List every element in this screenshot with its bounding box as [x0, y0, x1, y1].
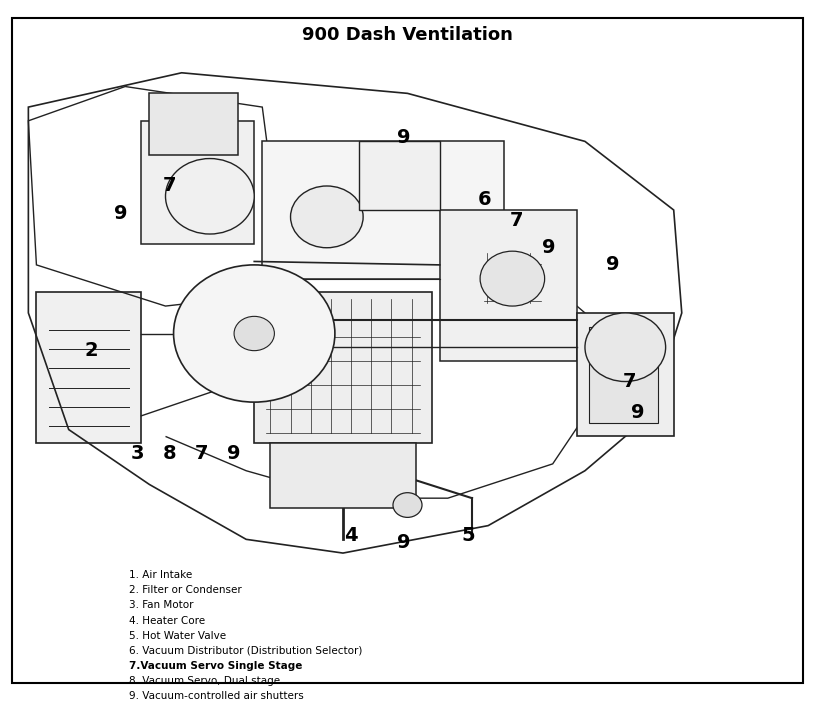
FancyBboxPatch shape [577, 313, 674, 436]
Text: 7: 7 [195, 444, 209, 463]
FancyBboxPatch shape [440, 210, 577, 361]
FancyBboxPatch shape [12, 18, 803, 683]
Text: 5. Hot Water Valve: 5. Hot Water Valve [130, 630, 227, 641]
Circle shape [234, 317, 275, 350]
Circle shape [585, 313, 666, 381]
FancyBboxPatch shape [149, 93, 238, 155]
FancyBboxPatch shape [254, 293, 432, 443]
Text: 8. Vacuum Servo, Dual stage: 8. Vacuum Servo, Dual stage [130, 676, 280, 686]
Text: 900 Dash Ventilation: 900 Dash Ventilation [302, 26, 513, 44]
FancyBboxPatch shape [37, 293, 141, 443]
Text: 9: 9 [114, 204, 128, 223]
Text: 3. Fan Motor: 3. Fan Motor [130, 601, 194, 611]
FancyBboxPatch shape [141, 121, 254, 245]
Circle shape [480, 251, 544, 306]
Text: 4. Heater Core: 4. Heater Core [130, 615, 205, 625]
Text: 9: 9 [397, 533, 410, 552]
FancyBboxPatch shape [271, 443, 416, 508]
Text: 2. Filter or Condenser: 2. Filter or Condenser [130, 585, 242, 595]
Text: 2: 2 [85, 341, 98, 360]
Text: 9: 9 [227, 444, 240, 463]
Text: 7: 7 [163, 176, 176, 195]
Circle shape [290, 186, 363, 247]
Circle shape [174, 265, 335, 402]
Text: 9: 9 [631, 403, 644, 422]
Circle shape [393, 493, 422, 517]
Text: 7: 7 [623, 372, 636, 391]
Text: 9. Vacuum-controlled air shutters: 9. Vacuum-controlled air shutters [130, 691, 304, 701]
Text: 9: 9 [397, 128, 410, 147]
Text: 6. Vacuum Distributor (Distribution Selector): 6. Vacuum Distributor (Distribution Sele… [130, 646, 363, 656]
Circle shape [165, 159, 254, 234]
FancyBboxPatch shape [589, 326, 658, 423]
FancyBboxPatch shape [262, 142, 504, 278]
Text: 3: 3 [130, 444, 144, 463]
Text: 6: 6 [478, 190, 491, 209]
Text: 9: 9 [606, 255, 620, 274]
Text: 9: 9 [542, 238, 555, 257]
FancyBboxPatch shape [359, 142, 440, 210]
Text: 7.Vacuum Servo Single Stage: 7.Vacuum Servo Single Stage [130, 661, 302, 670]
Text: 1. Air Intake: 1. Air Intake [130, 570, 192, 580]
Text: 4: 4 [344, 527, 358, 546]
Text: 5: 5 [461, 527, 475, 546]
Text: 7: 7 [509, 211, 523, 230]
Text: 8: 8 [163, 444, 176, 463]
